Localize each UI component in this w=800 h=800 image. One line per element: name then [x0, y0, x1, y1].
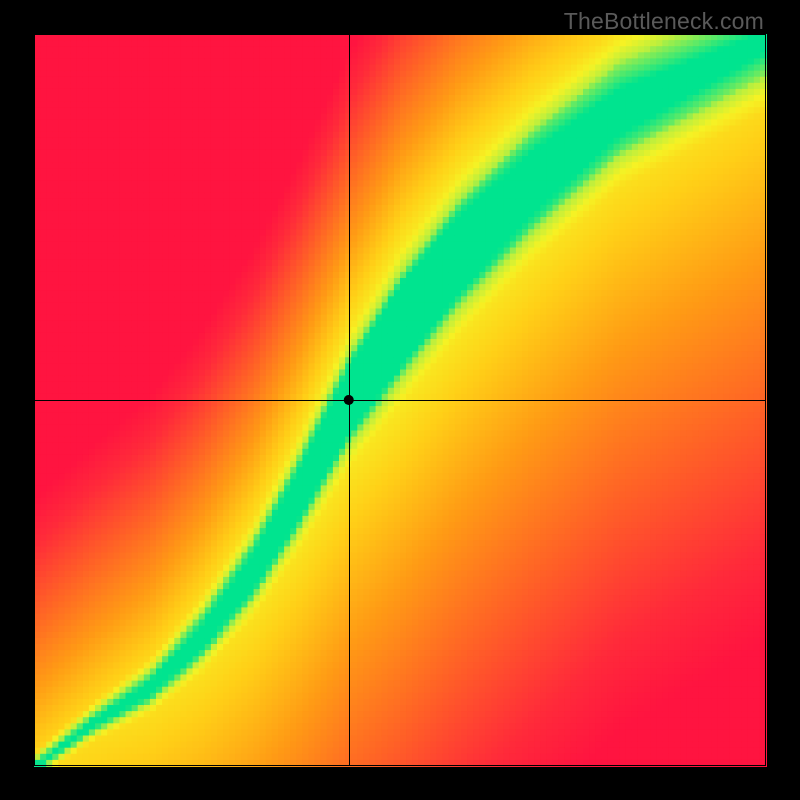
- bottleneck-heatmap: [0, 0, 800, 800]
- chart-root: TheBottleneck.com: [0, 0, 800, 800]
